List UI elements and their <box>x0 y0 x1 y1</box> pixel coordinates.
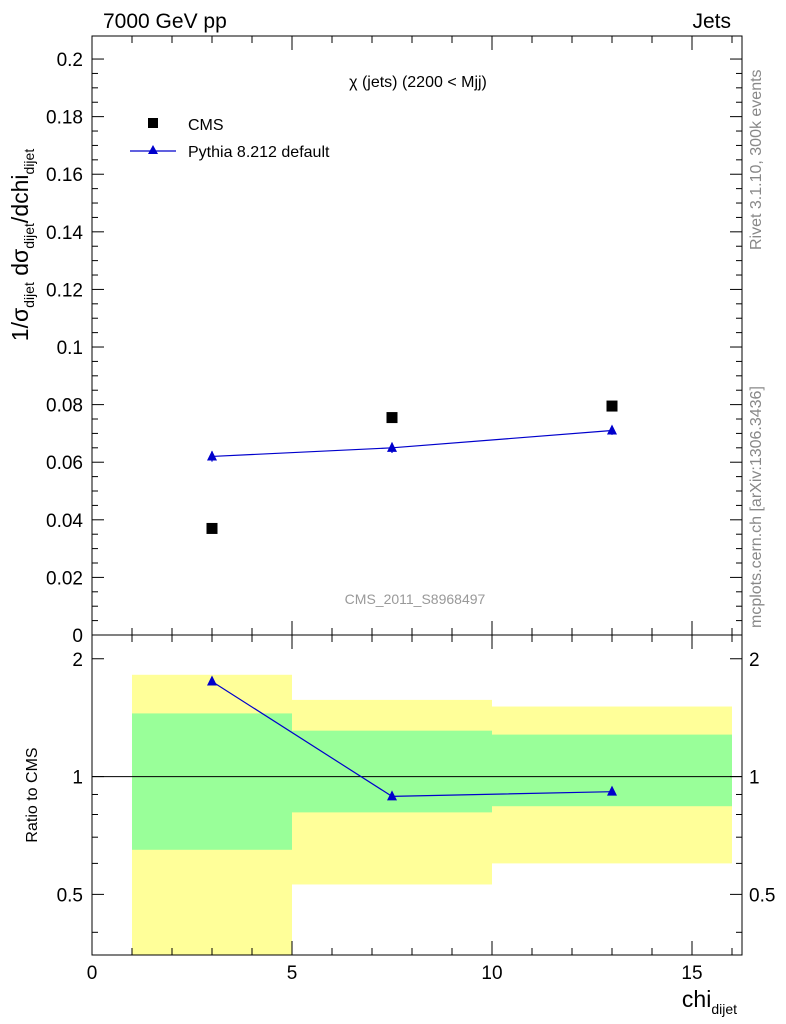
pythia-data-point <box>607 424 617 435</box>
ratio-y-tick-label: 0.5 <box>749 885 775 906</box>
ratio-y-tick-label: 0.5 <box>57 885 83 906</box>
watermark: CMS_2011_S8968497 <box>345 591 486 607</box>
ratio-y-tick-label: 2 <box>72 650 83 671</box>
main-panel: 0 0.02 0.04 0.06 0.08 0.1 0.12 0.14 0.16 0.18 0.2 <box>46 35 743 647</box>
legend: CMS Pythia 8.212 default <box>130 117 330 161</box>
main-y-tick-label: 0.06 <box>46 453 83 474</box>
ratio-band-1sigma <box>132 713 292 850</box>
svg-text:chidijet: chidijet <box>682 986 737 1017</box>
main-y-tick-label: 0.04 <box>46 511 83 532</box>
ratio-y-tick-label: 1 <box>749 768 760 789</box>
legend-pythia-marker <box>148 145 158 154</box>
process-label: Jets <box>692 10 731 33</box>
rivet-label: Rivet 3.1.10, 300k events <box>748 69 765 250</box>
ratio-y-tick-label: 1 <box>72 768 83 789</box>
main-y-tick-label: 0.2 <box>57 50 83 71</box>
ratio-frame <box>91 634 743 956</box>
pythia-data-point <box>207 450 217 461</box>
x-tick-label: 0 <box>87 963 98 984</box>
legend-cms-marker <box>148 118 158 128</box>
main-y-tick-label: 0 <box>72 626 83 647</box>
legend-pythia-label: Pythia 8.212 default <box>188 144 330 161</box>
pythia-line <box>211 429 613 458</box>
cms-data-point <box>606 400 618 412</box>
x-tick-label: 10 <box>481 963 502 984</box>
ratio-data-point <box>207 675 217 686</box>
ratio-data-point <box>387 790 397 801</box>
main-y-tick-label: 0.02 <box>46 568 83 589</box>
x-axis-label: chidijet <box>682 986 737 1017</box>
main-y-tick-label: 0.18 <box>46 108 83 129</box>
source-label: mcplots.cern.ch [arXiv:1306.3436] <box>748 386 765 628</box>
cms-data-point <box>206 522 218 534</box>
pythia-data-point <box>387 441 397 452</box>
ratio-data-point <box>607 785 617 796</box>
x-tick-label: 5 <box>287 963 298 984</box>
main-y-tick-label: 0.16 <box>46 165 83 186</box>
legend-cms-label: CMS <box>188 117 224 134</box>
ratio-y-tick-label: 2 <box>749 650 760 671</box>
cms-data-point <box>386 412 398 424</box>
main-title: χ (jets) (2200 < Mjj) <box>349 74 487 91</box>
main-y-tick-label: 0.12 <box>46 280 83 301</box>
x-tick-label: 15 <box>681 963 702 984</box>
ratio-y-axis-label: Ratio to CMS <box>24 747 41 842</box>
main-y-tick-label: 0.14 <box>46 223 83 244</box>
main-y-axis-label: 1/σdijet dσdijet/dchidijet <box>7 149 37 342</box>
energy-label: 7000 GeV pp <box>103 10 227 33</box>
ratio-panel: 0.5 0.5 1 1 2 2 0 5 10 15 <box>57 634 775 984</box>
main-y-tick-label: 0.1 <box>57 338 83 359</box>
svg-text:1/σdijet dσdijet/dchidijet: 1/σdijet dσdijet/dchidijet <box>7 149 37 342</box>
main-y-tick-label: 0.08 <box>46 396 83 417</box>
